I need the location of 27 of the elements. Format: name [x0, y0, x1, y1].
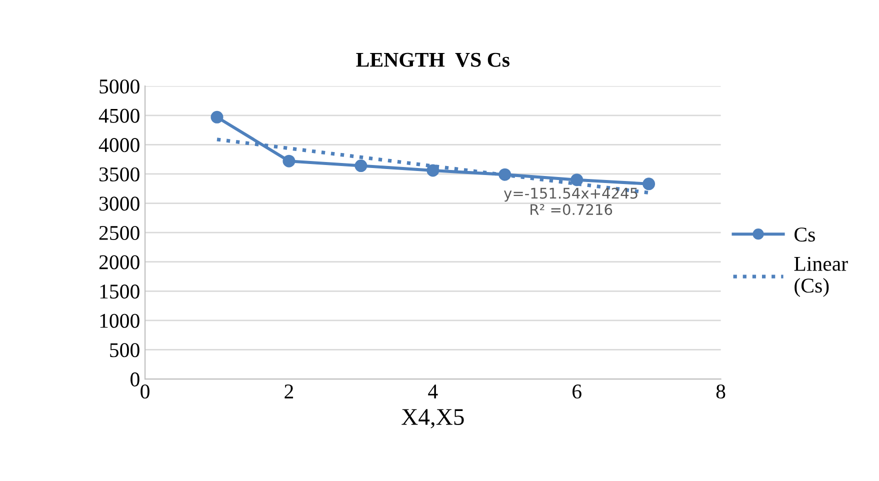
legend-label: Linear (Cs)	[794, 256, 848, 297]
y-tick-label: 4500	[98, 108, 140, 123]
y-tick-label: 5000	[100, 79, 140, 94]
point	[570, 174, 584, 186]
y-tick-label: 1500	[100, 284, 140, 299]
x-tick-label: 4	[428, 384, 438, 398]
y-tick-label: 0	[130, 372, 140, 386]
y-tick-label: 2500	[99, 226, 140, 240]
legend-label: Cs	[794, 228, 815, 242]
x-tick-label: 8	[716, 384, 726, 399]
y-tick-label: 3000	[100, 196, 140, 211]
x-axis-title: X4,X5	[402, 409, 464, 428]
point	[282, 154, 296, 168]
point	[210, 110, 224, 124]
y-tick-label: 3500	[100, 167, 140, 182]
point	[642, 178, 656, 190]
point	[426, 164, 440, 177]
y-tick-label: 1000	[100, 314, 140, 328]
x-tick-label: 6	[572, 384, 582, 399]
chart-title: LENGTH VS Cs	[356, 52, 510, 67]
x-tick-label: 2	[284, 384, 294, 398]
x-tick-label: 0	[140, 384, 150, 399]
annotation: y=-151.54x+4245 R² =0.7216	[504, 188, 638, 216]
y-tick-label: 2000	[99, 255, 140, 270]
y-tick-label: 4000	[98, 138, 140, 152]
y-tick-label: 500	[110, 343, 140, 358]
point	[354, 160, 368, 172]
